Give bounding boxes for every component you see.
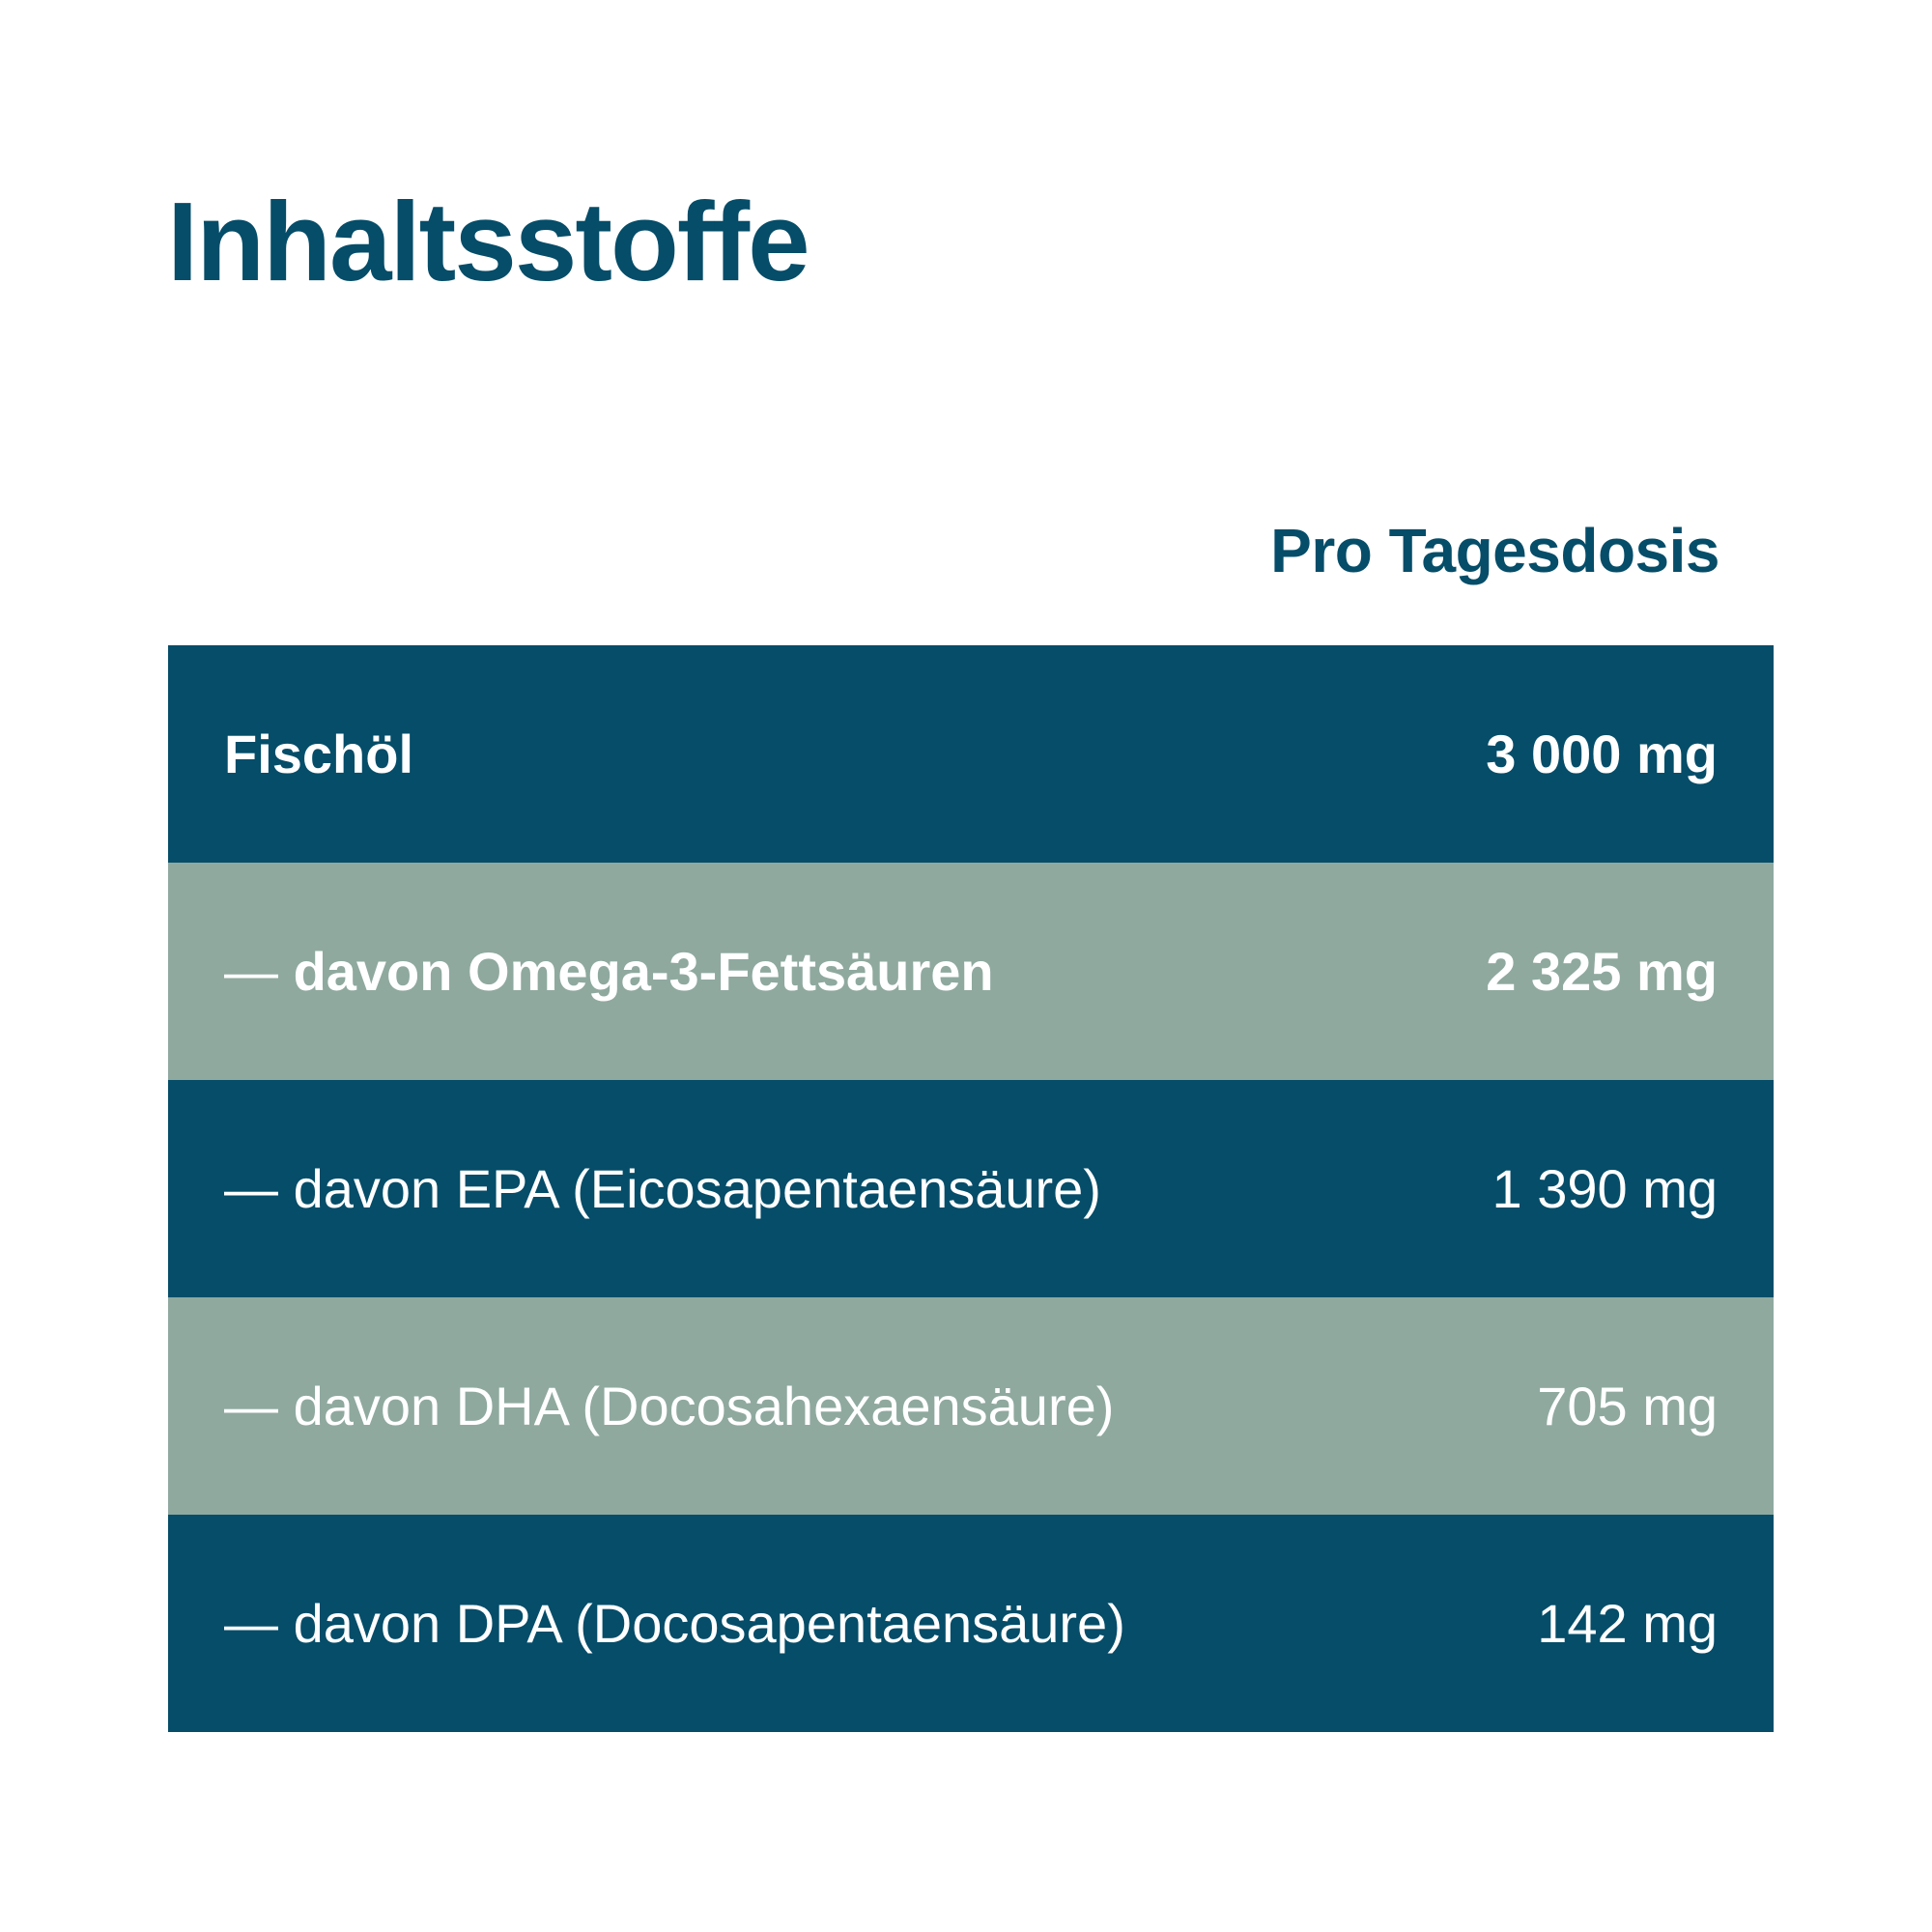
ingredient-prefix: — bbox=[224, 941, 294, 1002]
ingredient-amount: 142 mg bbox=[1537, 1593, 1718, 1654]
table-row: — davon Omega-3-Fettsäuren 2 325 mg bbox=[168, 863, 1774, 1080]
table-row: — davon DHA (Docosahexaensäure) 705 mg bbox=[168, 1297, 1774, 1515]
ingredient-name: — davon DHA (Docosahexaensäure) bbox=[224, 1375, 1114, 1437]
ingredient-prefix: — bbox=[224, 1158, 294, 1219]
ingredient-amount: 1 390 mg bbox=[1492, 1158, 1719, 1219]
table-row: — davon EPA (Eicosapentaensäure) 1 390 m… bbox=[168, 1080, 1774, 1297]
ingredient-name: — davon EPA (Eicosapentaensäure) bbox=[224, 1157, 1101, 1220]
ingredient-prefix: — bbox=[224, 1376, 294, 1436]
ingredient-label: davon DPA (Docosapentaensäure) bbox=[293, 1593, 1125, 1654]
ingredient-amount: 3 000 mg bbox=[1486, 724, 1718, 784]
ingredient-label: davon EPA (Eicosapentaensäure) bbox=[293, 1158, 1101, 1219]
ingredients-table: Fischöl 3 000 mg — davon Omega-3-Fettsäu… bbox=[168, 645, 1774, 1732]
ingredient-name: — davon Omega-3-Fettsäuren bbox=[224, 940, 994, 1003]
ingredient-name: — davon DPA (Docosapentaensäure) bbox=[224, 1592, 1125, 1655]
ingredient-label: Fischöl bbox=[224, 724, 414, 784]
ingredient-label: davon DHA (Docosahexaensäure) bbox=[293, 1376, 1115, 1436]
table-row: Fischöl 3 000 mg bbox=[168, 645, 1774, 863]
ingredient-label: davon Omega-3-Fettsäuren bbox=[293, 941, 994, 1002]
ingredient-amount: 705 mg bbox=[1537, 1376, 1718, 1436]
ingredient-name: Fischöl bbox=[224, 723, 413, 785]
column-header-daily-dose: Pro Tagesdosis bbox=[1270, 516, 1719, 585]
ingredient-prefix: — bbox=[224, 1593, 294, 1654]
table-row: — davon DPA (Docosapentaensäure) 142 mg bbox=[168, 1515, 1774, 1732]
page-title: Inhaltsstoffe bbox=[167, 179, 810, 304]
ingredient-amount: 2 325 mg bbox=[1486, 941, 1718, 1002]
